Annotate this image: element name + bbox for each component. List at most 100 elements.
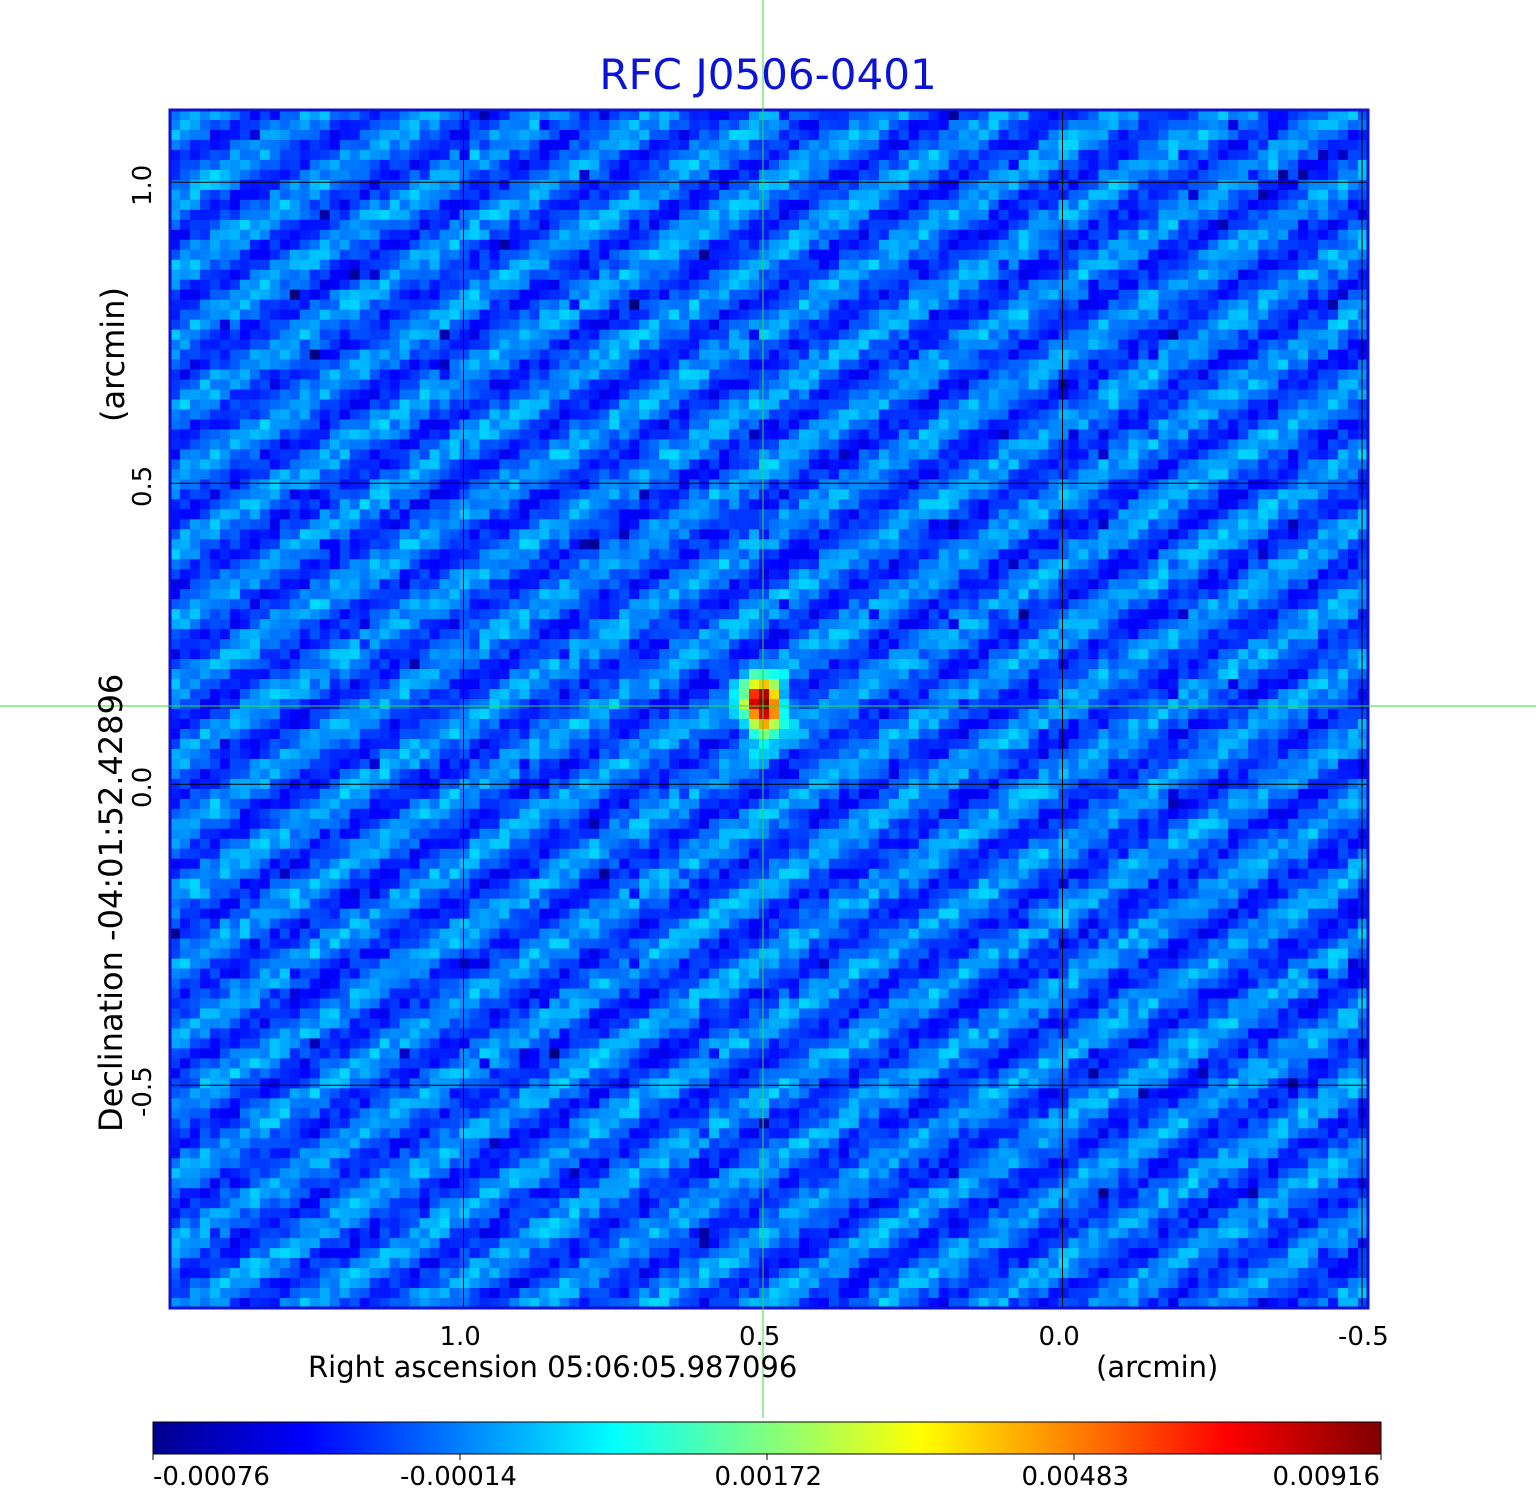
map-pixel [599,249,610,261]
map-pixel [1218,369,1229,381]
map-pixel [589,389,600,401]
map-pixel [1298,389,1309,401]
map-pixel [858,139,870,151]
map-pixel [519,209,530,221]
map-pixel [519,129,530,141]
map-pixel [978,469,990,480]
map-pixel [1128,369,1139,381]
map-pixel [659,469,670,480]
map-pixel [788,209,800,221]
map-pixel [349,339,361,351]
map-pixel [429,259,441,271]
map-pixel [778,309,790,321]
map-pixel [669,399,680,411]
map-pixel [269,139,281,151]
map-pixel [1068,419,1080,431]
map-pixel [409,419,421,431]
map-pixel [1338,129,1349,141]
map-pixel [170,239,181,251]
map-pixel [399,309,411,321]
map-pixel [769,499,780,510]
map-pixel [928,399,940,411]
map-pixel [219,509,231,520]
map-pixel [1118,469,1129,480]
map-pixel [689,519,700,530]
map-pixel [1228,199,1239,211]
map-pixel [1018,289,1030,301]
map-pixel [988,419,1000,431]
map-pixel [579,149,590,161]
map-pixel [1258,489,1269,500]
map-pixel [279,269,291,281]
map-pixel [1148,269,1159,281]
map-pixel [938,119,950,131]
map-pixel [739,239,750,251]
map-pixel [239,269,251,281]
map-pixel [1168,289,1179,301]
map-pixel [868,149,880,161]
map-pixel [1338,149,1349,161]
map-pixel [828,299,840,311]
map-pixel [1118,449,1129,461]
map-pixel [1108,489,1120,500]
map-pixel [589,209,600,221]
map-pixel [1148,509,1159,520]
map-pixel [609,219,620,231]
map-pixel [489,279,501,291]
map-pixel [759,519,770,530]
map-pixel [1148,249,1159,261]
map-pixel [1338,349,1349,361]
map-pixel [778,469,790,480]
map-pixel [219,129,231,141]
map-pixel [699,259,710,271]
map-pixel [1168,219,1179,231]
map-pixel [988,429,1000,441]
map-pixel [279,110,291,121]
map-pixel [1118,169,1129,181]
map-pixel [1298,499,1309,510]
map-pixel [249,359,261,371]
map-pixel [539,139,550,151]
map-pixel [219,229,231,241]
map-pixel [958,309,970,321]
map-pixel [659,429,670,441]
map-pixel [259,139,271,151]
map-pixel [399,299,411,311]
map-pixel [1048,349,1060,361]
map-pixel [1168,479,1179,490]
map-pixel [958,219,970,231]
map-pixel [209,319,221,331]
chart-title: RFC J0506-0401 [599,50,937,99]
map-pixel [828,479,840,490]
map-pixel [908,459,920,470]
map-pixel [898,299,910,311]
map-pixel [1208,469,1219,480]
map-pixel [649,489,660,500]
map-pixel [379,289,391,301]
map-pixel [1008,379,1020,391]
map-pixel [1048,389,1060,401]
map-pixel [629,239,640,251]
map-pixel [1178,389,1189,401]
map-pixel [329,289,341,301]
map-pixel [349,459,361,470]
map-pixel [239,459,251,470]
map-pixel [629,399,640,411]
map-pixel [739,229,750,241]
map-pixel [189,179,201,191]
map-pixel [229,379,241,391]
map-pixel [1288,369,1299,381]
map-pixel [709,189,720,201]
map-pixel [269,439,281,451]
map-pixel [848,499,860,510]
map-pixel [838,119,850,131]
map-pixel [489,479,501,490]
map-pixel [639,329,650,341]
map-pixel [649,199,660,211]
map-pixel [848,119,860,131]
map-pixel [539,489,550,500]
map-pixel [589,369,600,381]
map-pixel [1178,169,1189,181]
map-pixel [818,179,830,191]
map-pixel [1128,129,1139,141]
